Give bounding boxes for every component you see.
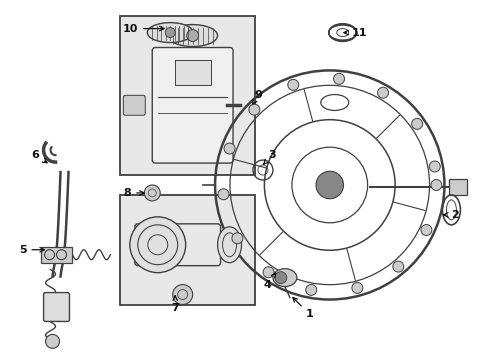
Text: 6: 6 [32,150,47,163]
Circle shape [288,80,299,90]
Circle shape [46,334,59,348]
Text: 10: 10 [122,24,164,33]
Circle shape [412,118,422,129]
FancyBboxPatch shape [123,95,145,115]
Bar [449,179,467,195]
Text: 8: 8 [123,188,144,198]
Text: 1: 1 [293,297,314,319]
Circle shape [263,267,274,278]
Text: 3: 3 [264,150,276,165]
Circle shape [393,261,404,272]
Circle shape [232,233,243,244]
Circle shape [130,217,186,273]
Circle shape [275,272,287,284]
Text: 7: 7 [172,296,179,312]
Text: 11: 11 [344,28,368,37]
Ellipse shape [147,23,193,42]
Circle shape [218,189,229,200]
Circle shape [378,87,389,98]
Circle shape [431,180,442,190]
Circle shape [334,73,344,84]
Circle shape [165,28,175,37]
Text: 4: 4 [264,273,275,289]
Circle shape [144,185,160,201]
Circle shape [249,104,260,115]
Circle shape [172,285,193,305]
Bar [121,15,255,175]
FancyBboxPatch shape [44,293,70,321]
Circle shape [421,225,432,235]
Bar [41,247,73,263]
Text: 9: 9 [253,90,262,104]
Text: 2: 2 [443,210,459,220]
Circle shape [187,30,198,41]
Bar [175,60,211,85]
FancyBboxPatch shape [152,48,233,163]
Text: 5: 5 [19,245,45,255]
Ellipse shape [218,227,242,263]
Circle shape [316,171,343,199]
Ellipse shape [168,24,218,46]
Circle shape [429,161,441,172]
Circle shape [224,143,235,154]
Ellipse shape [273,269,297,287]
Bar [121,195,255,305]
FancyBboxPatch shape [135,224,220,266]
Circle shape [352,282,363,293]
Circle shape [306,284,317,295]
